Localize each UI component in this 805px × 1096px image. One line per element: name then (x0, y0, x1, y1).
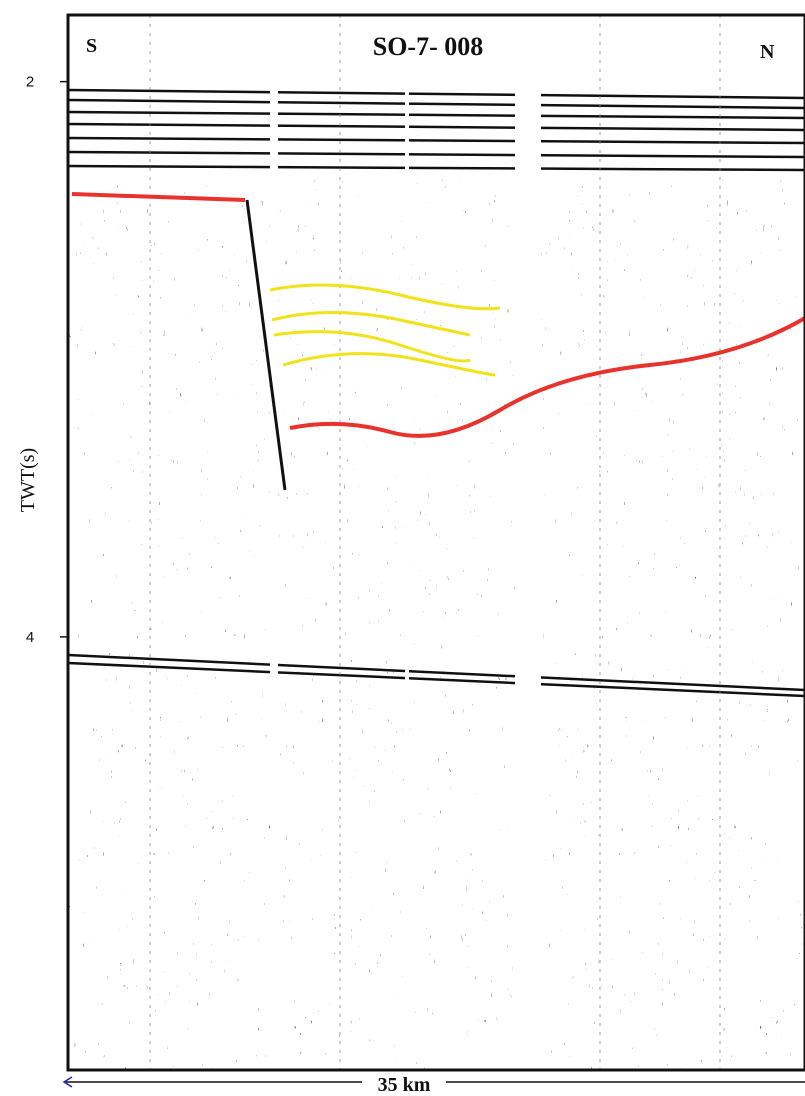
scale-arrow (62, 1076, 73, 1088)
frame (66, 13, 805, 1072)
y-tick-label: 4 (26, 629, 34, 646)
scale-bar: 35 km (62, 1072, 805, 1096)
y-axis-label: TWT(s) (17, 448, 39, 512)
y-tick-label: 2 (26, 74, 34, 91)
scale-label: 35 km (378, 1074, 431, 1096)
scale-label-bg (362, 1072, 446, 1092)
title: SO-7- 008 (373, 32, 484, 61)
seismic-section (68, 15, 805, 1070)
left-label: S (86, 35, 97, 57)
right-label: N (760, 41, 775, 63)
